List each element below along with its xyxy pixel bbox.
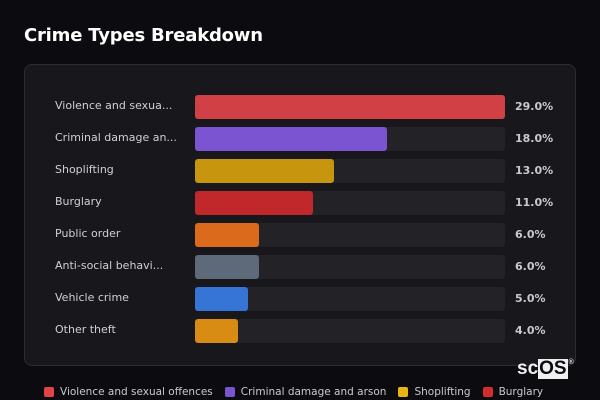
registered-mark: ®: [568, 359, 574, 366]
bar-track: [195, 319, 505, 343]
bar-track: [195, 255, 505, 279]
bar-fill[interactable]: [195, 319, 238, 343]
bar-fill[interactable]: [195, 127, 387, 151]
legend-item[interactable]: Criminal damage and arson: [224, 386, 387, 398]
legend-swatch-icon: [398, 387, 409, 397]
legend-swatch-icon: [482, 387, 493, 397]
legend-swatch-icon: [44, 387, 54, 397]
logo-text-sc: sc: [517, 358, 539, 379]
bar-value-label: 5.0%: [515, 292, 546, 305]
bar-value-label: 29.0%: [515, 100, 554, 113]
bar-track: [195, 191, 505, 215]
bar-fill[interactable]: [195, 191, 313, 215]
legend-label: Criminal damage and arson: [240, 386, 387, 398]
bar-value-label: 6.0%: [515, 260, 546, 273]
bar-label: Burglary: [55, 195, 102, 208]
bar-row[interactable]: Other theft 4.0%: [25, 319, 575, 343]
bar-track: [195, 159, 505, 183]
bar-row[interactable]: Violence and sexua... 29.0%: [25, 95, 575, 119]
bar-fill[interactable]: [195, 255, 259, 279]
bar-label: Criminal damage an...: [55, 131, 177, 144]
legend-swatch-icon: [224, 387, 235, 397]
chart-legend: Violence and sexual offences Criminal dam…: [44, 386, 543, 398]
bar-label: Shoplifting: [55, 163, 114, 176]
bar-track: [195, 223, 505, 247]
chart-card: Violence and sexua... 29.0% Criminal damag…: [24, 64, 576, 366]
bar-fill[interactable]: [195, 223, 259, 247]
legend-label: Violence and sexual offences: [60, 386, 213, 398]
bar-row[interactable]: Shoplifting 13.0%: [25, 159, 575, 183]
bar-value-label: 6.0%: [515, 228, 546, 241]
bar-label: Vehicle crime: [55, 291, 129, 304]
legend-label: Burglary: [498, 386, 544, 398]
bar-track: [195, 127, 505, 151]
bar-label: Anti-social behavi...: [55, 259, 164, 272]
bar-label: Violence and sexua...: [55, 99, 173, 112]
bar-value-label: 13.0%: [515, 164, 554, 177]
chart-title: Crime Types Breakdown: [24, 25, 263, 46]
bar-row[interactable]: Vehicle crime 5.0%: [25, 287, 575, 311]
legend-item[interactable]: Burglary: [482, 386, 544, 398]
bar-value-label: 18.0%: [515, 132, 554, 145]
bar-value-label: 4.0%: [515, 324, 546, 337]
bar-track: [195, 95, 505, 119]
bar-track: [195, 287, 505, 311]
bar-fill[interactable]: [195, 287, 248, 311]
legend-label: Shoplifting: [414, 386, 471, 398]
bar-row[interactable]: Anti-social behavi... 6.0%: [25, 255, 575, 279]
bar-row[interactable]: Criminal damage an... 18.0%: [25, 127, 575, 151]
legend-item[interactable]: Violence and sexual offences: [44, 386, 213, 398]
bar-fill[interactable]: [195, 159, 334, 183]
bar-value-label: 11.0%: [515, 196, 554, 209]
bar-label: Public order: [55, 227, 121, 240]
bar-label: Other theft: [55, 323, 116, 336]
legend-item[interactable]: Shoplifting: [398, 386, 471, 398]
bar-fill[interactable]: [195, 95, 505, 119]
bar-row[interactable]: Public order 6.0%: [25, 223, 575, 247]
watermark-logo: sc OS ®: [517, 359, 574, 379]
logo-text-os: OS: [538, 358, 568, 379]
bar-row[interactable]: Burglary 11.0%: [25, 191, 575, 215]
